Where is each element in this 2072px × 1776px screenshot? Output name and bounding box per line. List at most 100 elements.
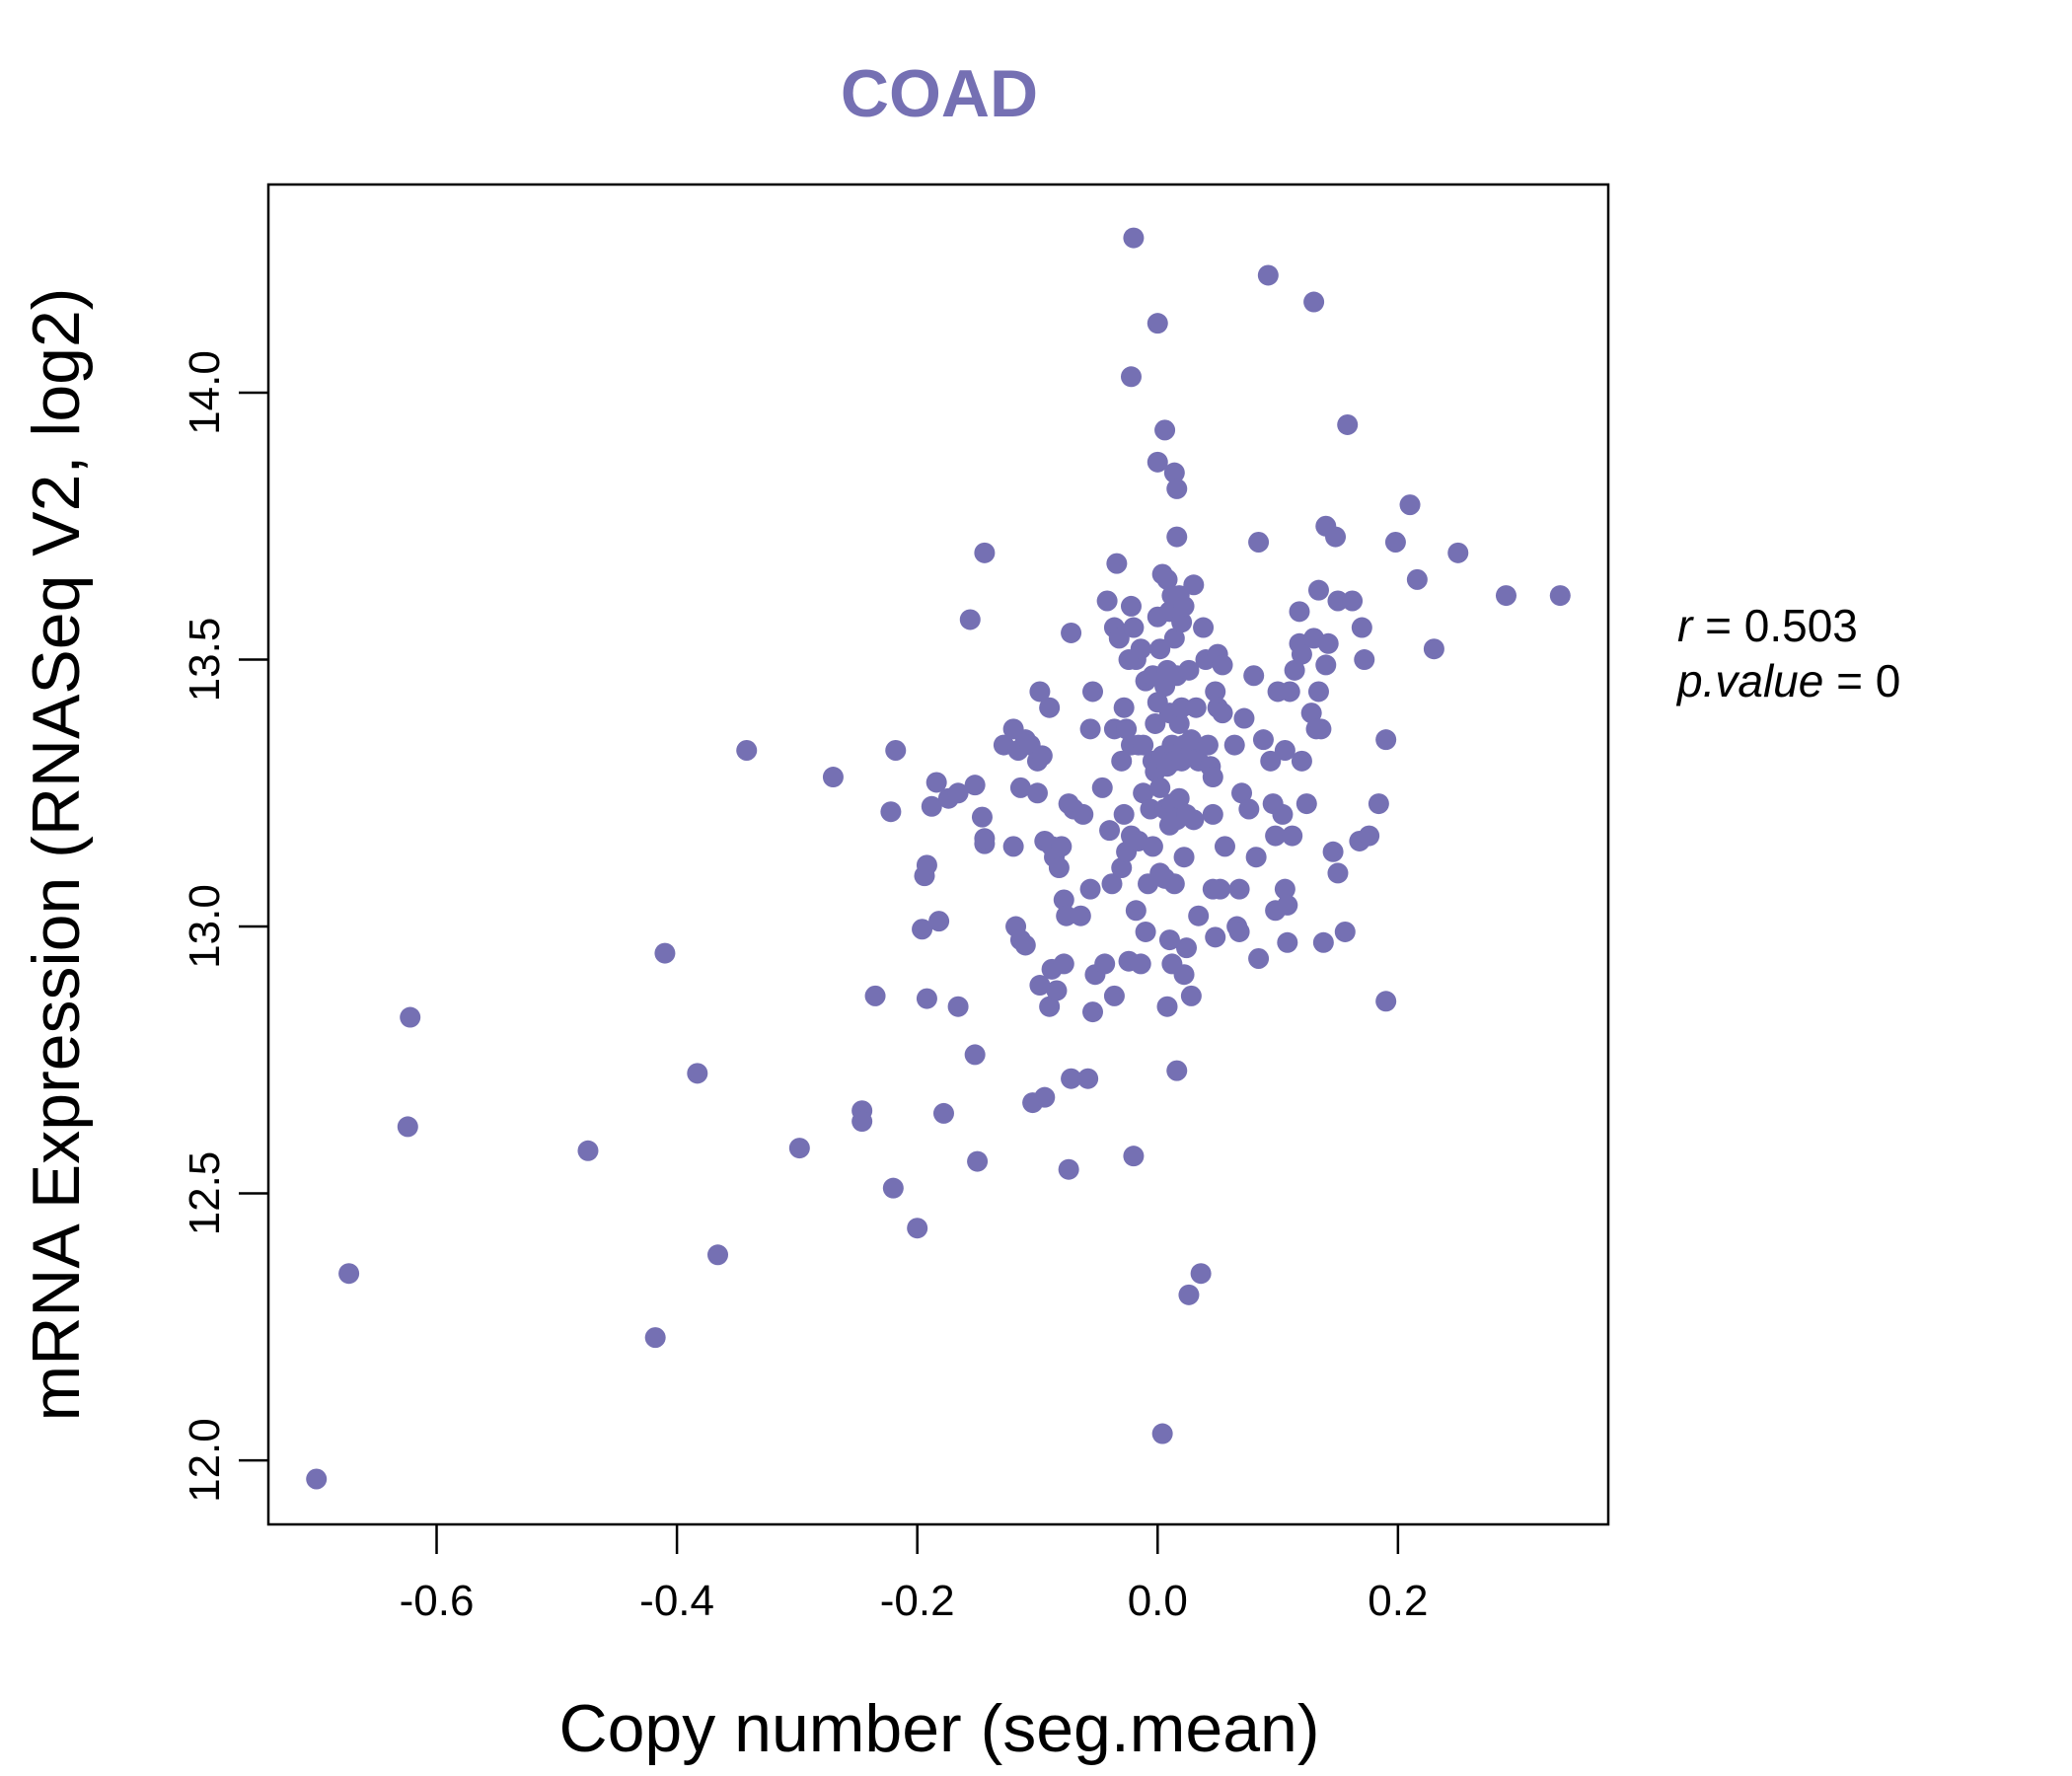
data-point bbox=[964, 775, 986, 796]
p-equals: = bbox=[1836, 655, 1876, 706]
data-point bbox=[1327, 862, 1349, 884]
data-point bbox=[1228, 921, 1250, 942]
data-point bbox=[974, 828, 996, 850]
data-point bbox=[1291, 750, 1312, 772]
data-point bbox=[1180, 729, 1202, 751]
data-point bbox=[1002, 836, 1024, 857]
data-point bbox=[1178, 1284, 1200, 1305]
correlation-stat: r = 0.503 bbox=[1677, 600, 1858, 651]
data-point bbox=[1354, 649, 1375, 671]
data-point bbox=[1300, 703, 1322, 724]
y-tick-label: 13.5 bbox=[181, 618, 229, 703]
data-point bbox=[1149, 777, 1171, 798]
data-point bbox=[1079, 878, 1101, 900]
data-point bbox=[1130, 638, 1151, 660]
data-point bbox=[1243, 665, 1265, 687]
p-value-stat: p.value = 0 bbox=[1675, 655, 1900, 706]
data-point bbox=[851, 1111, 873, 1133]
data-point bbox=[577, 1140, 599, 1161]
data-point bbox=[1116, 718, 1138, 740]
data-point bbox=[1334, 921, 1356, 942]
data-point bbox=[1123, 617, 1145, 638]
data-point bbox=[916, 988, 937, 1009]
y-tick-label: 12.5 bbox=[181, 1151, 229, 1236]
data-point bbox=[1342, 590, 1364, 612]
data-point bbox=[1120, 366, 1142, 388]
x-axis-label: Copy number (seg.mean) bbox=[558, 1691, 1319, 1766]
data-point bbox=[1248, 948, 1270, 970]
data-point bbox=[1156, 568, 1178, 590]
data-point bbox=[1106, 553, 1128, 574]
data-point bbox=[1303, 291, 1325, 313]
data-point bbox=[1135, 921, 1156, 942]
data-point bbox=[1282, 825, 1303, 847]
data-point bbox=[1212, 703, 1233, 724]
data-point bbox=[1173, 595, 1195, 617]
data-point bbox=[1156, 996, 1178, 1017]
data-point bbox=[1279, 681, 1300, 703]
data-point bbox=[1252, 729, 1274, 751]
data-point bbox=[1053, 889, 1074, 911]
data-point bbox=[1406, 568, 1428, 590]
data-point bbox=[971, 806, 993, 828]
data-point bbox=[1123, 1146, 1145, 1167]
data-point bbox=[1009, 777, 1031, 798]
data-point bbox=[1133, 782, 1154, 804]
chart-title: COAD bbox=[841, 56, 1038, 131]
data-point bbox=[1223, 734, 1245, 756]
data-point bbox=[1351, 617, 1372, 638]
data-point bbox=[1171, 697, 1193, 718]
data-point bbox=[1123, 227, 1145, 249]
data-point bbox=[1166, 526, 1188, 548]
data-point bbox=[1197, 734, 1219, 756]
data-point bbox=[1180, 985, 1202, 1006]
data-point bbox=[880, 801, 902, 823]
data-point bbox=[1359, 825, 1380, 847]
data-point bbox=[1272, 803, 1294, 825]
data-point bbox=[925, 772, 947, 793]
data-points bbox=[306, 227, 1571, 1490]
data-point bbox=[1053, 953, 1074, 975]
data-point bbox=[1082, 681, 1104, 703]
data-point bbox=[1210, 878, 1231, 900]
data-point bbox=[1163, 628, 1185, 649]
data-point bbox=[1108, 628, 1130, 649]
data-point bbox=[1327, 590, 1349, 612]
data-point bbox=[1039, 697, 1061, 718]
data-point bbox=[1173, 964, 1195, 986]
data-point bbox=[921, 795, 942, 817]
data-point bbox=[1423, 638, 1444, 660]
x-tick-label: -0.2 bbox=[880, 1577, 955, 1625]
data-point bbox=[1039, 996, 1061, 1017]
data-point bbox=[1260, 750, 1282, 772]
data-point bbox=[1168, 712, 1190, 734]
data-point bbox=[1140, 798, 1161, 820]
data-point bbox=[1176, 937, 1198, 959]
y-tick-label: 13.0 bbox=[181, 884, 229, 969]
data-point bbox=[932, 1102, 954, 1124]
data-point bbox=[1315, 654, 1337, 676]
data-point bbox=[1307, 681, 1329, 703]
data-point bbox=[885, 739, 907, 761]
data-point bbox=[1048, 857, 1070, 879]
data-point bbox=[967, 1150, 989, 1172]
data-point bbox=[338, 1263, 360, 1285]
r-equals: = bbox=[1705, 600, 1744, 651]
data-point bbox=[1190, 1263, 1212, 1285]
data-point bbox=[1029, 975, 1051, 997]
data-point bbox=[1183, 809, 1205, 831]
data-point bbox=[1188, 905, 1210, 926]
data-point bbox=[1031, 745, 1053, 767]
y-tick-label: 12.0 bbox=[181, 1418, 229, 1503]
data-point bbox=[1248, 531, 1270, 553]
data-point bbox=[1399, 494, 1421, 516]
data-point bbox=[1096, 590, 1118, 612]
data-point bbox=[1295, 793, 1317, 815]
data-point bbox=[1163, 873, 1185, 895]
data-point bbox=[1375, 991, 1397, 1012]
data-point bbox=[1113, 697, 1135, 718]
data-point bbox=[1149, 638, 1171, 660]
data-point bbox=[1284, 659, 1305, 681]
data-point bbox=[1158, 929, 1180, 951]
y-axis: 12.0 12.5 13.0 13.5 14.0 bbox=[181, 350, 268, 1503]
